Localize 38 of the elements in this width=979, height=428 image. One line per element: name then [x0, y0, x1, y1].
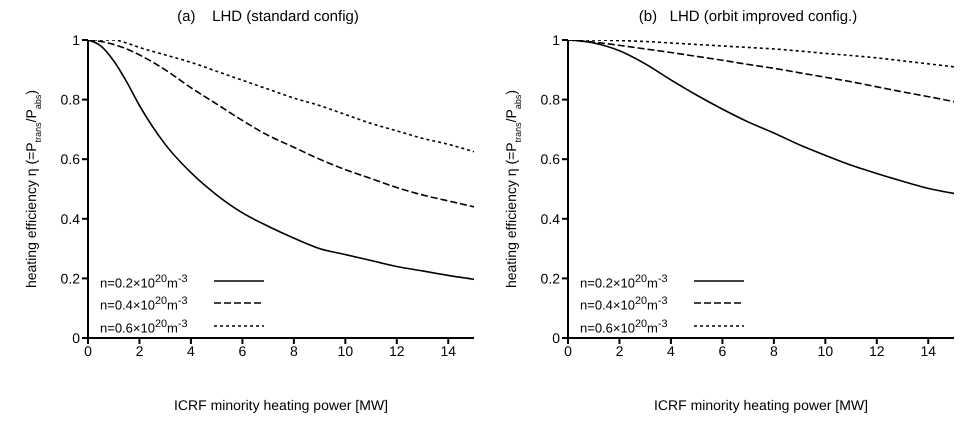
legend-label: n=0.6×10$^{20}$m$^{-3}$ — [100, 316, 188, 337]
legend-label: n=0.6×10$^{20}$m$^{-3}$ — [580, 316, 668, 337]
x-tick-label: 8 — [770, 342, 778, 359]
y-tick-label: 0.8 — [540, 92, 560, 108]
x-tick-label: 8 — [290, 342, 298, 359]
y-tick-label: 0.2 — [540, 270, 560, 286]
x-tick-label: 4 — [667, 342, 676, 359]
x-tick-label: 0 — [84, 342, 92, 359]
y-tick-label: 0.8 — [60, 92, 80, 108]
y-tick-label: 0.4 — [540, 210, 560, 227]
chart-title: (b) LHD (orbit improved config.) — [638, 8, 858, 27]
y-tick-label: 0.2 — [60, 270, 80, 286]
x-axis-title: ICRF minority heating power [MW] — [174, 397, 388, 413]
x-tick-label: 14 — [440, 342, 456, 359]
y-tick-label: 1 — [72, 32, 80, 48]
x-tick-label: 6 — [238, 342, 246, 359]
x-tick-label: 2 — [616, 342, 624, 359]
x-tick-label: 10 — [818, 342, 834, 359]
y-tick-label: 1 — [552, 32, 560, 48]
y-tick-label: 0.6 — [60, 151, 80, 168]
x-tick-label: 4 — [187, 342, 196, 359]
x-tick-label: 14 — [920, 342, 936, 359]
x-tick-label: 6 — [718, 342, 726, 359]
x-tick-label: 12 — [869, 342, 885, 359]
y-tick-label: 0 — [552, 330, 560, 346]
x-axis-title: ICRF minority heating power [MW] — [654, 397, 868, 413]
x-tick-label: 2 — [136, 342, 144, 359]
x-tick-label: 10 — [338, 342, 354, 359]
chart-title: (a) LHD (standard config) — [176, 8, 360, 27]
y-tick-label: 0.4 — [60, 210, 80, 227]
legend-label: n=0.2×10$^{20}$m$^{-3}$ — [100, 272, 188, 292]
legend-label: n=0.4×10$^{20}$m$^{-3}$ — [100, 294, 188, 315]
y-tick-label: 0 — [72, 330, 80, 346]
legend-label: n=0.4×10$^{20}$m$^{-3}$ — [580, 294, 668, 315]
legend-label: n=0.2×10$^{20}$m$^{-3}$ — [580, 272, 668, 292]
x-tick-label: 0 — [564, 342, 572, 359]
x-tick-label: 12 — [389, 342, 405, 359]
y-tick-label: 0.6 — [540, 151, 560, 168]
